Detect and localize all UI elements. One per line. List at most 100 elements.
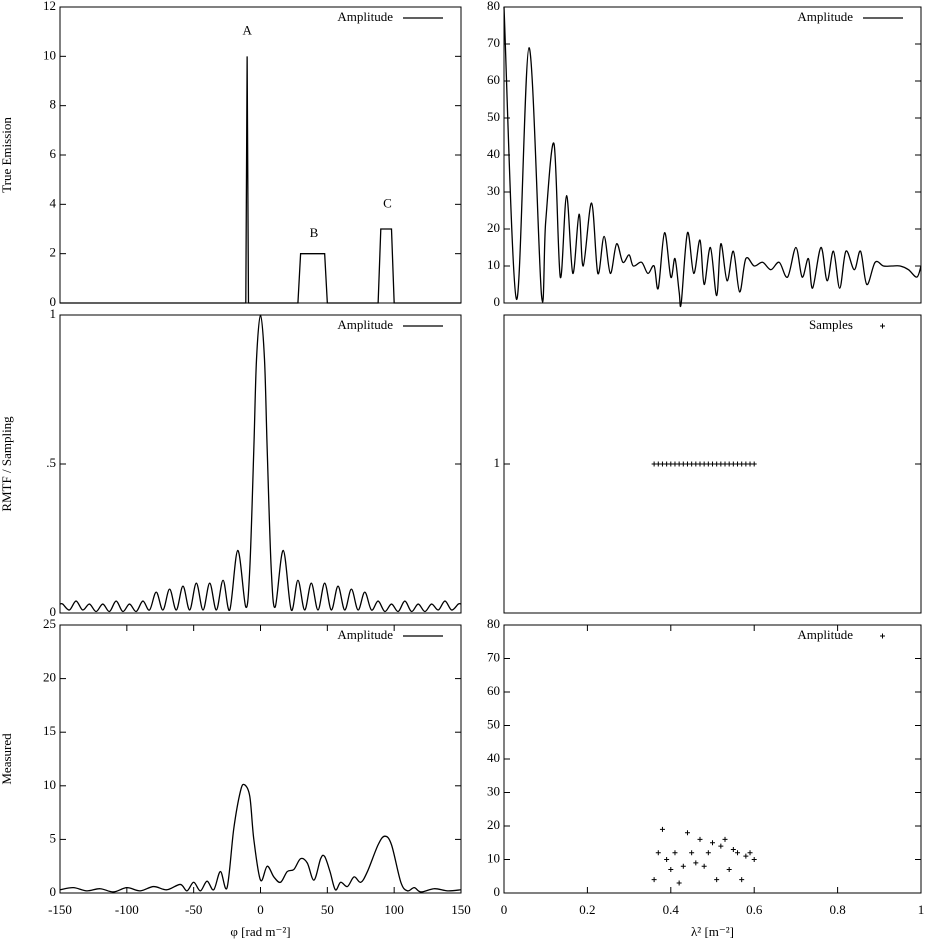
scatter-point (705, 461, 711, 467)
line-series (60, 56, 461, 304)
scatter-point (735, 850, 741, 856)
scatter-point (651, 877, 657, 883)
scatter-point (701, 461, 707, 467)
y-tick-label: 10 (487, 257, 500, 272)
y-tick-label: 5 (50, 830, 57, 845)
y-tick-label: 15 (43, 723, 56, 738)
line-series (59, 783, 462, 893)
x-tick-label: 0 (501, 902, 508, 917)
y-tick-label: 10 (487, 850, 500, 865)
legend-label: Amplitude (337, 317, 393, 332)
y-tick-label: 50 (487, 109, 500, 124)
y-tick-label: 25 (43, 616, 56, 631)
panel: 1 Samples (494, 314, 922, 614)
scatter-point (722, 836, 728, 842)
scatter-point (680, 461, 686, 467)
y-axis-label: True Emission (0, 117, 14, 193)
legend-swatch (880, 633, 885, 639)
line-series (503, 6, 922, 308)
y-tick-label: 0 (494, 884, 501, 899)
x-tick-label: -100 (115, 902, 139, 917)
line-series (59, 314, 462, 613)
x-tick-label: 0 (257, 902, 264, 917)
x-tick-label: -150 (48, 902, 72, 917)
scatter-point (701, 863, 707, 869)
scatter-point (718, 843, 724, 849)
scatter-point (693, 461, 699, 467)
legend-label: Amplitude (337, 627, 393, 642)
x-axis-label: φ [rad m⁻²] (230, 924, 290, 939)
panel: 0 2 4 6 8 10 12 True Emission A B C Amplitude (0, 0, 462, 309)
scatter-point (705, 850, 711, 856)
scatter-point (664, 461, 670, 467)
scatter-point (659, 826, 665, 832)
x-tick-label: 0.4 (663, 902, 680, 917)
x-tick-label: 1 (918, 902, 925, 917)
scatter-point (668, 461, 674, 467)
y-axis-label: RMTF / Sampling (0, 416, 14, 512)
y-tick-label: 80 (487, 0, 500, 13)
annotation: B (310, 225, 319, 240)
y-tick-label: 70 (487, 649, 500, 664)
y-tick-label: 4 (50, 195, 57, 210)
scatter-point (710, 840, 715, 846)
panel: 0 5 10 15 20 25 -150 -100 -50 0 50 100 150 φ [rad m⁻²… (0, 616, 471, 939)
y-tick-label: .5 (46, 455, 56, 470)
scatter-point (751, 461, 757, 467)
scatter-point (743, 853, 749, 859)
scatter-point (684, 830, 690, 836)
scatter-point (743, 461, 749, 467)
x-tick-label: 150 (451, 902, 471, 917)
y-tick-label: 0 (50, 884, 57, 899)
y-tick-label: 30 (487, 183, 500, 198)
legend-swatch (880, 323, 885, 329)
annotation: C (383, 195, 392, 210)
y-tick-label: 30 (487, 783, 500, 798)
scatter-point (689, 850, 695, 856)
scatter-point (714, 877, 720, 883)
legend-label: Amplitude (797, 9, 853, 24)
scatter-point (722, 461, 728, 467)
plot-frame (59, 314, 462, 614)
y-tick-label: 12 (43, 0, 56, 13)
annotation: A (242, 23, 252, 38)
scatter-point (726, 867, 732, 873)
scatter-point (730, 846, 736, 852)
y-tick-label: 60 (487, 72, 500, 87)
y-tick-label: 10 (43, 47, 56, 62)
y-tick-label: 20 (487, 220, 500, 235)
legend-label: Samples (809, 317, 853, 332)
scatter-point (697, 461, 703, 467)
x-tick-label: 0.6 (746, 902, 763, 917)
scatter-point (718, 461, 724, 467)
y-axis-label: Measured (0, 733, 14, 785)
scatter-point (710, 461, 715, 467)
scatter-point (651, 461, 657, 467)
x-tick-label: -50 (185, 902, 202, 917)
y-tick-label: 0 (494, 294, 501, 309)
y-tick-label: 1 (50, 306, 57, 321)
x-tick-label: 0.2 (579, 902, 595, 917)
scatter-point (747, 461, 753, 467)
y-tick-label: 0 (50, 604, 57, 619)
y-tick-label: 40 (487, 146, 500, 161)
y-tick-label: 50 (487, 716, 500, 731)
scatter-point (655, 850, 661, 856)
y-tick-label: 10 (43, 777, 56, 792)
scatter-point (739, 877, 745, 883)
scatter-point (684, 461, 690, 467)
scatter-point (739, 461, 745, 467)
scatter-point (693, 860, 699, 866)
y-tick-label: 8 (50, 97, 57, 112)
scatter-point (676, 880, 682, 886)
legend-label: Amplitude (337, 9, 393, 24)
scatter-point (655, 461, 661, 467)
x-tick-label: 0.8 (829, 902, 845, 917)
y-tick-label: 20 (487, 817, 500, 832)
x-tick-label: 100 (384, 902, 404, 917)
scatter-point (747, 850, 753, 856)
panel: 0 10 20 30 40 50 60 70 80 Amplitude (487, 0, 922, 309)
y-tick-label: 20 (43, 670, 56, 685)
scatter-point (659, 461, 665, 467)
